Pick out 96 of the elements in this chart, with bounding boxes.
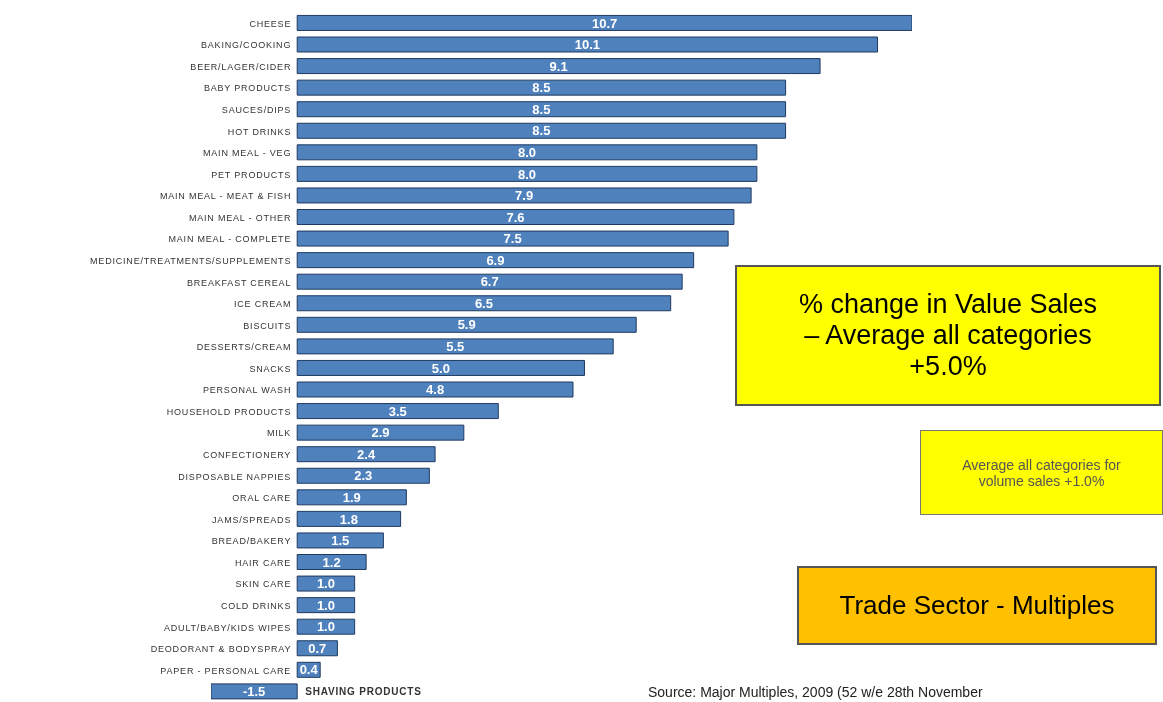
data-label: 3.5 <box>388 403 407 419</box>
annotation: % change in Value Sales – Average all categories +5.0% <box>797 289 1099 382</box>
y-tick-label: MAIN MEAL - MEAT & FISH <box>159 191 292 202</box>
y-tick-label: DESSERTS/CREAM <box>196 342 292 353</box>
data-label: 7.6 <box>506 209 525 225</box>
y-tick-label: HOT DRINKS <box>227 126 292 137</box>
data-label: 5.9 <box>457 317 476 333</box>
y-tick-label: HAIR CARE <box>234 557 292 568</box>
data-label: 7.9 <box>515 188 534 204</box>
data-label: 1.0 <box>316 597 335 613</box>
data-label: 1.9 <box>342 489 361 505</box>
annotation: Trade Sector - Multiples <box>839 590 1115 621</box>
y-tick-label: BAKING/COOKING <box>200 40 292 51</box>
bar <box>296 403 499 420</box>
bar <box>296 510 402 527</box>
data-label: 5.5 <box>446 339 465 354</box>
bar <box>296 381 574 398</box>
y-tick-label: SNACKS <box>249 363 292 374</box>
y-tick-label: ADULT/BABY/KIDS WIPES <box>164 622 292 633</box>
y-tick-label: BEER/LAGER/CIDER <box>190 61 292 72</box>
bar <box>296 122 787 139</box>
data-label: 9.1 <box>549 58 568 74</box>
y-tick-label: SKIN CARE <box>235 579 292 590</box>
data-label: 0.4 <box>299 662 319 678</box>
bar <box>296 58 821 75</box>
y-tick-label: BREAD/BAKERY <box>211 536 292 547</box>
bar <box>296 209 735 226</box>
bar <box>296 230 729 247</box>
y-tick-label: COLD DRINKS <box>220 600 292 611</box>
data-label: 0.7 <box>308 640 327 656</box>
y-tick-label: JAMS/SPREADS <box>212 514 292 525</box>
bar <box>296 14 912 31</box>
y-tick-label: BREAKFAST CEREAL <box>187 277 292 288</box>
data-label: 7.5 <box>503 231 522 247</box>
data-label: 8.0 <box>517 166 537 182</box>
data-label: 8.0 <box>517 144 537 160</box>
data-label: 1.2 <box>322 554 341 570</box>
data-label: 6.5 <box>474 295 493 311</box>
bar <box>296 252 695 269</box>
y-tick-label: CHEESE <box>249 18 292 29</box>
bar <box>296 273 683 290</box>
y-tick-label: DEODORANT & BODYSPRAY <box>150 644 292 655</box>
bar <box>296 295 672 312</box>
bar <box>296 575 356 592</box>
data-label: 8.5 <box>532 80 551 96</box>
y-tick-label: MILK <box>266 428 292 439</box>
annotation: Source: Major Multiples, 2009 (52 w/e 28th November <box>648 684 983 700</box>
y-tick-label: HOUSEHOLD PRODUCTS <box>166 406 292 417</box>
y-tick-label: CONFECTIONERY <box>202 450 292 461</box>
data-label: 8.5 <box>532 123 551 139</box>
y-tick-label: MAIN MEAL - VEG <box>203 148 292 159</box>
bar <box>296 446 436 463</box>
y-tick-label: PAPER - PERSONAL CARE <box>160 665 292 676</box>
y-tick-label: SAUCES/DIPS <box>221 105 292 116</box>
y-tick-label: PERSONAL WASH <box>202 385 292 396</box>
data-label: 6.9 <box>486 252 505 268</box>
data-label: 1.0 <box>316 576 335 592</box>
data-label: 1.0 <box>316 619 335 635</box>
data-label: 10.1 <box>574 37 601 53</box>
y-tick-label: BISCUITS <box>243 320 292 331</box>
data-label: 2.4 <box>357 446 376 462</box>
bar <box>296 338 614 355</box>
bar <box>296 165 758 182</box>
data-label: 10.7 <box>591 15 618 31</box>
y-tick-label: BABY PRODUCTS <box>203 83 292 94</box>
bar <box>296 316 637 333</box>
bar <box>296 489 407 506</box>
bar <box>296 467 430 484</box>
data-label: 6.7 <box>480 274 499 290</box>
data-label: 1.5 <box>331 533 350 549</box>
text: Average all categories for volume sales +1.0% <box>961 456 1122 489</box>
data-label: 5.0 <box>431 360 450 376</box>
y-tick-label: MAIN MEAL - COMPLETE <box>168 234 292 245</box>
data-label: -1.5 <box>242 684 266 699</box>
data-label: 1.8 <box>339 511 358 527</box>
y-tick-label: MAIN MEAL - OTHER <box>188 212 292 223</box>
data-label: 2.9 <box>371 425 390 441</box>
y-tick-label: PET PRODUCTS <box>211 169 292 180</box>
bar <box>296 144 758 161</box>
bar <box>296 424 465 441</box>
y-tick-label: DISPOSABLE NAPPIES <box>178 471 292 482</box>
y-tick-label: SHAVING PRODUCTS <box>305 686 422 698</box>
data-label: 8.5 <box>532 101 551 117</box>
bar <box>296 554 367 571</box>
bar <box>296 36 879 53</box>
y-tick-label: ORAL CARE <box>232 493 292 504</box>
bar <box>296 359 585 376</box>
data-label: 4.8 <box>426 382 445 398</box>
bar <box>296 101 787 118</box>
y-tick-label: ICE CREAM <box>233 299 292 310</box>
data-label: 2.3 <box>354 468 373 484</box>
bar <box>296 187 752 204</box>
y-tick-label: MEDICINE/TREATMENTS/SUPPLEMENTS <box>90 255 292 266</box>
bar <box>296 79 787 96</box>
bar <box>296 532 384 549</box>
bar <box>211 683 298 700</box>
